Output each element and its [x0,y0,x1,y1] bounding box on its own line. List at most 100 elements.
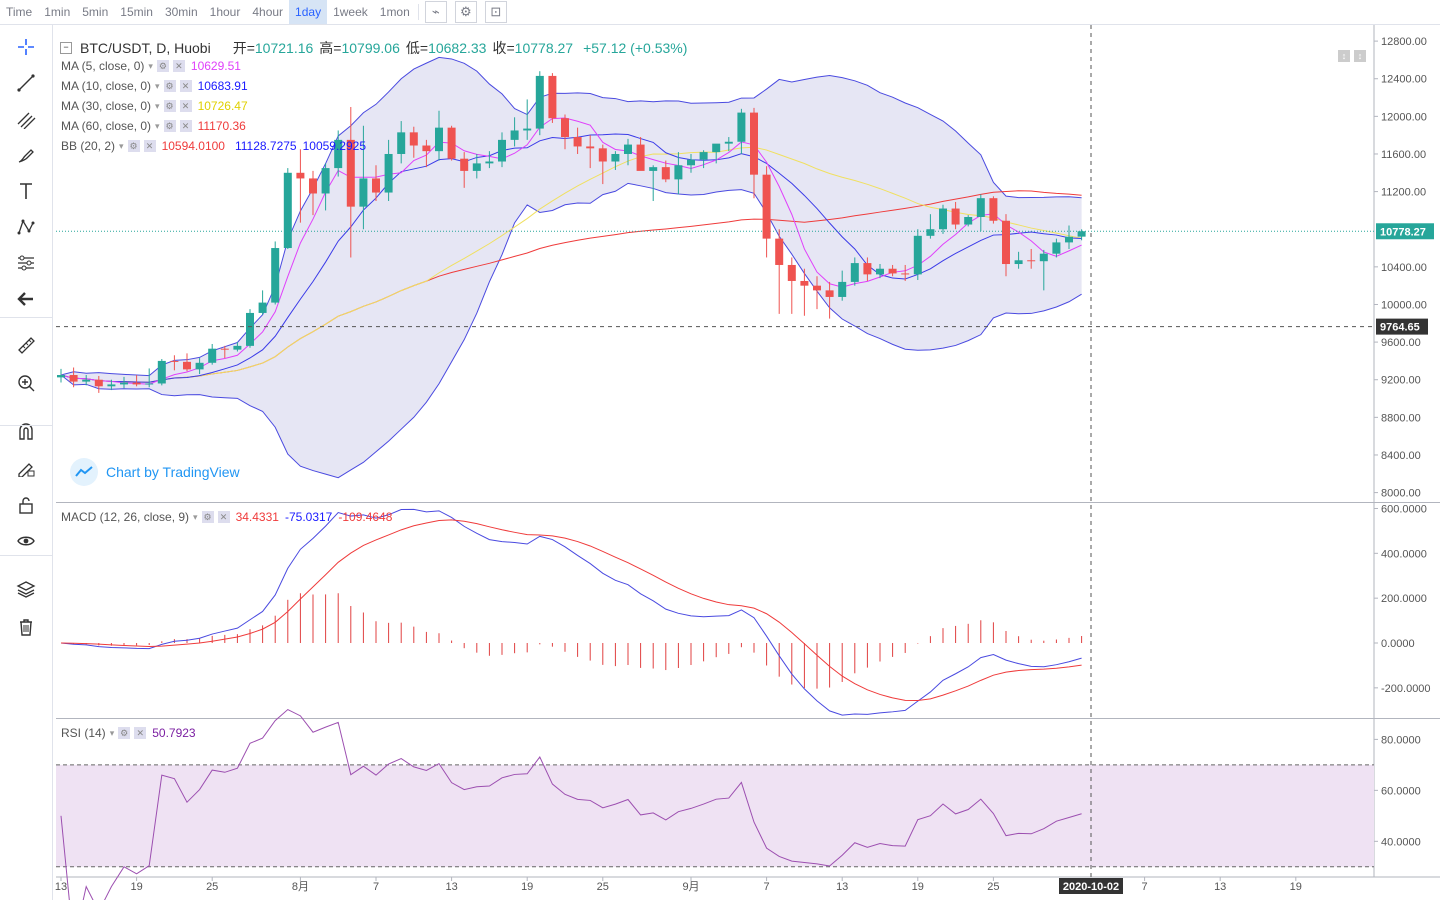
chevron-down-icon[interactable]: ▾ [119,140,124,151]
pattern-icon[interactable] [12,213,40,241]
text-icon[interactable] [12,177,40,205]
symbol-legend: − BTC/USDT, D, Huobi 开= 10721.16 高= 1079… [60,38,687,58]
scroll-down-icon[interactable]: ↕ [1354,50,1366,62]
chevron-down-icon[interactable]: ▾ [155,80,160,91]
close-icon[interactable]: ✕ [217,511,230,523]
screenshot-icon[interactable]: ⊡ [484,1,507,23]
gear-icon[interactable]: ⚙ [118,727,131,739]
bb-value-3: 10059.2925 [302,139,366,153]
fib-icon[interactable] [12,105,40,133]
candle-body [498,139,506,162]
trend-line-icon[interactable] [12,69,40,97]
timeframe-30min[interactable]: 30min [164,5,198,19]
toolbar-divider [0,425,52,426]
candle-body [712,143,721,153]
back-arrow-icon[interactable] [12,285,40,313]
candle-body [674,165,683,180]
candle-body [850,263,859,282]
chevron-down-icon[interactable]: ▾ [109,727,115,738]
timeframe-toolbar: Time 1min 5min 15min 30min 1hour 4hour 1day 1wee… [0,0,1440,25]
gear-icon[interactable]: ⚙ [127,140,140,152]
ma5-line [60,117,1082,385]
price-tick-label: 8800.00 [1381,412,1421,424]
candle-body [649,167,658,171]
close-icon[interactable]: ✕ [179,100,192,112]
timeframe-1hour[interactable]: 1hour [209,5,241,19]
chevron-down-icon[interactable]: ▾ [148,60,153,71]
close-icon[interactable]: ✕ [172,60,185,72]
candle-body [346,139,355,207]
settings-icon[interactable]: ⚙ [454,1,477,23]
close-icon[interactable]: ✕ [179,120,192,132]
lock-draw-icon[interactable] [12,453,40,481]
close-icon[interactable]: ✕ [143,140,156,152]
collapse-icon[interactable]: − [60,42,72,54]
macd-pane [60,508,1083,716]
candle-body [901,273,910,275]
candle-body [94,379,103,387]
chevron-down-icon[interactable]: ▾ [193,511,198,522]
candle-body [548,75,557,119]
ma60-legend: MA (60, close, 0) ▾ ⚙ ✕ 11170.36 [61,119,246,133]
unlock-icon[interactable] [12,491,40,519]
candle-body [523,128,532,131]
timeframe-4hour[interactable]: 4hour [252,5,284,19]
timeframe-15min[interactable]: 15min [120,5,153,19]
prediction-icon[interactable] [12,249,40,277]
timeframe-1week[interactable]: 1week [333,5,368,19]
timeframe-time[interactable]: Time [6,5,33,19]
tradingview-watermark[interactable]: Chart by TradingView [70,458,240,486]
price-tick-label: 12400.00 [1381,74,1427,86]
ma10-legend: MA (10, close, 0) ▾ ⚙ ✕ 10683.91 [61,79,248,93]
candle-body [435,127,443,152]
timeframe-1min[interactable]: 1min [44,5,71,19]
trash-icon[interactable] [12,613,40,641]
crosshair-price-tag [1376,318,1428,335]
chevron-down-icon[interactable]: ▾ [155,120,160,131]
candle-body [145,383,154,385]
layers-icon[interactable] [12,575,40,603]
close-icon[interactable]: ✕ [134,727,147,739]
scroll-up-icon[interactable]: ↕ [1338,50,1350,62]
change-value: +57.12 (+0.53%) [583,40,688,56]
ruler-icon[interactable] [12,331,40,359]
brush-icon[interactable] [12,141,40,169]
close-icon[interactable]: ✕ [179,80,192,92]
rsi-value: 50.7923 [152,726,196,740]
candle-body [334,139,343,169]
eye-icon[interactable] [12,527,40,555]
candle-body [838,281,847,297]
candle-body [888,268,897,274]
rsi-line [60,708,1082,900]
gear-icon[interactable]: ⚙ [163,120,176,132]
bb-name: BB (20, 2) [61,139,116,153]
price-tick-label: 8000.00 [1381,488,1421,500]
ma5-value: 10629.51 [190,59,241,73]
macd-value-1: 34.4331 [235,510,279,524]
candle-body [535,75,544,129]
crosshair-icon[interactable] [12,33,40,61]
gear-icon[interactable]: ⚙ [163,100,176,112]
timeframe-1day[interactable]: 1day [289,0,328,24]
zoom-in-icon[interactable] [12,369,40,397]
candle-body [687,159,695,166]
ma30-line [60,146,1082,383]
chart-type-icon[interactable]: ⌁ [424,1,447,23]
gear-icon[interactable]: ⚙ [201,511,214,523]
chevron-down-icon[interactable]: ▾ [155,100,160,111]
time-tick-label: 19 [130,881,142,893]
candle-body [283,172,292,249]
candle-body [876,268,884,275]
timeframe-1mon[interactable]: 1mon [379,5,410,19]
candle-body [1014,260,1023,265]
macd-tick-label: 200.0000 [1381,593,1427,605]
ma10-name: MA (10, close, 0) [61,79,152,93]
gear-icon[interactable]: ⚙ [163,80,176,92]
magnet-icon[interactable] [12,417,40,445]
candle-body [321,168,330,194]
price-tick-label: 9600.00 [1381,337,1421,349]
timeframe-5min[interactable]: 5min [82,5,109,19]
candle-body [1039,253,1048,262]
gear-icon[interactable]: ⚙ [156,60,169,72]
